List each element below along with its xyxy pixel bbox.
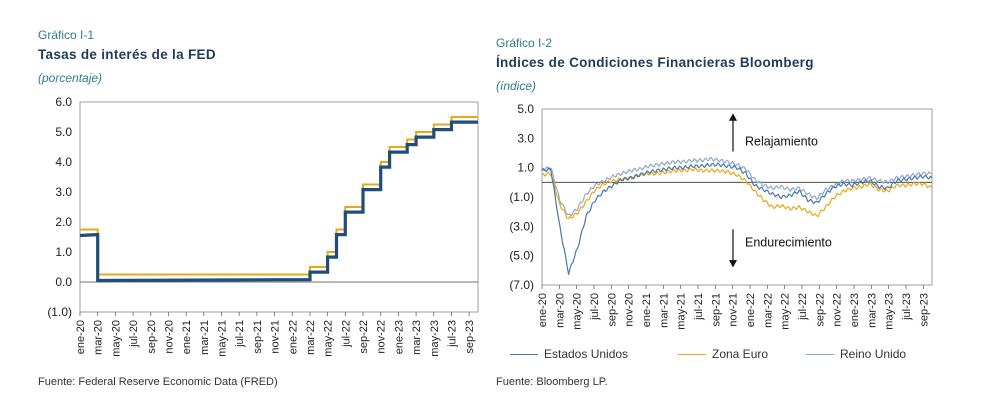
legend-label: Zona Euro [712,347,769,361]
x-tick-label: sep-23 [918,293,930,327]
tighten-arrow-icon [729,260,737,268]
x-tick-label: jul-21 [234,320,246,348]
x-tick-label: may-23 [884,293,896,330]
relax-label: Relajamiento [745,134,818,148]
x-tick-label: mar-23 [866,293,878,328]
y-tick-label: (3.0) [509,219,534,233]
y-tick-label: 1.0 [55,245,72,259]
us-line [541,162,933,276]
chart-title: Tasas de interés de la FED [38,47,216,62]
relax-arrow-icon [729,113,737,121]
financial-conditions-chart: 5.0 3.0 1.0 (1.0) (3.0) (5.0) (7.0)ene-20 mar-2… [509,102,933,330]
x-tick-label: nov-22 [832,293,844,327]
x-tick-label: mar-22 [762,293,774,328]
chart-unit: (porcentaje) [38,71,103,85]
x-tick-label: nov-21 [728,293,740,327]
effective-rate-line [79,120,478,283]
plot-frame [541,108,933,286]
x-tick-label: ene-22 [287,320,299,354]
x-tick-label: jul-22 [340,320,352,348]
uk-line [541,156,933,217]
x-tick-label: may-23 [429,320,441,357]
legend-label: Estados Unidos [544,347,629,361]
figure-label: Gráfico I-1 [38,28,95,42]
y-tick-label: (5.0) [509,249,534,263]
chart-unit: (índice) [496,79,537,93]
legend-item: Reino Unido [806,347,906,361]
y-tick-label: 4.0 [55,155,72,169]
x-tick-label: may-22 [780,293,792,330]
x-tick-label: jul-20 [128,320,140,348]
tighten-label: Endurecimiento [745,235,832,249]
x-tick-label: ene-21 [641,293,653,327]
y-tick-label: 3.0 [517,131,534,145]
y-tick-label: 5.0 [517,102,534,116]
legend-item: Zona Euro [678,347,768,361]
x-tick-label: sep-21 [710,293,722,327]
x-tick-label: mar-21 [199,320,211,355]
x-tick-label: ene-21 [181,320,193,354]
y-tick-label: 0.0 [55,275,72,289]
x-tick-label: sep-22 [358,320,370,354]
legend-label: Reino Unido [840,347,907,361]
y-tick-label: 2.0 [55,215,72,229]
x-tick-label: nov-21 [270,320,282,354]
x-tick-label: nov-22 [376,320,388,354]
euro-line [541,167,933,220]
y-tick-label: (7.0) [509,278,534,292]
upper-bound-line [80,116,478,276]
legend-item: Estados Unidos [510,347,628,361]
y-tick-label: 6.0 [55,95,72,109]
x-tick-label: mar-20 [554,293,566,328]
x-tick-label: jul-21 [693,293,705,321]
chart-legend: Estados Unidos Zona Euro Reino Unido [510,347,970,365]
x-tick-label: ene-20 [75,320,87,354]
plot-frame [79,101,479,313]
x-tick-label: ene-23 [849,293,861,327]
x-tick-label: mar-20 [93,320,105,355]
y-tick-label: 5.0 [55,125,72,139]
chart-title: Índices de Condiciones Financieras Bloom… [496,55,814,70]
x-tick-label: ene-20 [537,293,549,327]
x-tick-label: sep-20 [146,320,158,354]
figure-label: Gráfico I-2 [496,36,553,50]
x-tick-label: jul-23 [901,293,913,321]
x-tick-label: jul-20 [589,293,601,321]
x-tick-label: sep-20 [606,293,618,327]
y-tick-label: 3.0 [55,185,72,199]
x-tick-label: may-21 [217,320,229,357]
y-tick-label: (1.0) [509,190,534,204]
x-tick-label: sep-21 [252,320,264,354]
x-tick-label: ene-23 [393,320,405,354]
x-tick-label: may-20 [572,293,584,330]
x-tick-label: sep-22 [814,293,826,327]
x-tick-label: may-20 [110,320,122,357]
fed-rates-chart: 6.0 5.0 4.0 3.0 2.0 1.0 0.0 (1.0)ene-20 mar-20 ma… [47,95,479,357]
chart-source: Fuente: Bloomberg LP. [496,376,608,388]
legend-swatch [678,354,706,356]
x-tick-label: sep-23 [464,320,476,354]
y-tick-label: (1.0) [47,305,72,319]
x-tick-label: nov-20 [163,320,175,354]
x-tick-label: mar-21 [658,293,670,328]
x-tick-label: jul-22 [797,293,809,321]
chart-source: Fuente: Federal Reserve Economic Data (F… [38,376,278,388]
legend-swatch [806,354,834,356]
y-tick-label: 1.0 [517,161,534,175]
x-tick-label: jul-23 [446,320,458,348]
fed-rates-panel: Gráfico I-1 Tasas de interés de la FED (… [0,0,490,412]
financial-conditions-panel: Gráfico I-2 Índices de Condiciones Finan… [490,0,981,412]
x-tick-label: mar-23 [411,320,423,355]
x-tick-label: may-22 [323,320,335,357]
x-tick-label: may-21 [676,293,688,330]
x-tick-label: ene-22 [745,293,757,327]
legend-swatch [510,354,538,356]
x-tick-label: nov-20 [624,293,636,327]
x-tick-label: mar-22 [305,320,317,355]
